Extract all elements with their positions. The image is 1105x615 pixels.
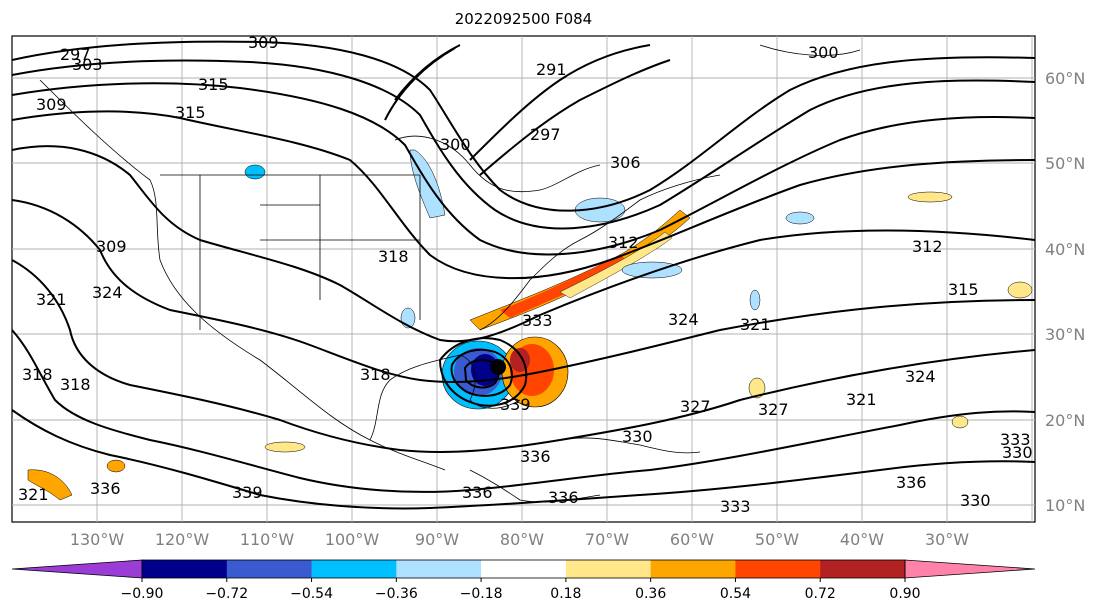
colorbar-tick-label: 0.72: [805, 586, 836, 602]
colorbar-tick-label: −0.90: [121, 586, 164, 602]
colorbar-bin: [735, 560, 821, 578]
contour-label: 330: [960, 491, 991, 510]
contour-label: 330: [1002, 443, 1033, 462]
contour-label: 291: [536, 60, 567, 79]
colorbar-bin: [481, 560, 567, 578]
contour-label: 333: [720, 497, 751, 516]
map-frame: [11, 35, 1036, 523]
contour-label: 339: [500, 395, 531, 414]
latitude-labels: 60°N 50°N 40°N 30°N 20°N 10°N: [1045, 69, 1085, 515]
lon-label: 100°W: [325, 530, 380, 549]
lat-label: 10°N: [1045, 496, 1085, 515]
longitude-labels: 130°W 120°W 110°W 100°W 90°W 80°W 70°W 6…: [70, 530, 969, 549]
contour-label: 300: [808, 43, 839, 62]
contour-label: 315: [198, 75, 229, 94]
lat-label: 40°N: [1045, 240, 1085, 259]
lon-label: 110°W: [240, 530, 295, 549]
lat-label: 30°N: [1045, 325, 1085, 344]
contour-label: 330: [622, 427, 653, 446]
contour-label: 312: [912, 237, 943, 256]
contour-label: 303: [72, 55, 103, 74]
lon-label: 80°W: [500, 530, 544, 549]
contour-label: 309: [96, 237, 127, 256]
contour-label: 318: [378, 247, 409, 266]
colorbar-tick-label: −0.72: [205, 586, 248, 602]
colorbar-tick-label: 0.54: [720, 586, 751, 602]
lon-label: 90°W: [415, 530, 459, 549]
contour-label: 300: [440, 135, 471, 154]
lon-label: 30°W: [925, 530, 969, 549]
contour-label: 336: [90, 479, 121, 498]
contour-labels: 297 303 309 300 315 315 300 291 297 306 …: [18, 33, 1033, 516]
contour-label: 297: [530, 125, 561, 144]
map-body: 297 303 309 300 315 315 300 291 297 306 …: [12, 33, 1035, 522]
lon-label: 120°W: [155, 530, 210, 549]
colorbar-extension-low: [11, 559, 143, 579]
colorbar: −0.90 −0.72 −0.54 −0.36 −0.18 0.18 0.36 0.54 0.7…: [11, 559, 1036, 602]
colorbar-bin: [565, 560, 652, 578]
contour-label: 324: [92, 283, 123, 302]
contour-label: 333: [522, 311, 553, 330]
lat-label: 20°N: [1045, 411, 1085, 430]
contour-label: 318: [60, 375, 91, 394]
colorbar-tick-label: 0.36: [635, 586, 666, 602]
lon-label: 70°W: [585, 530, 629, 549]
contours: [12, 40, 1035, 510]
contour-label: 321: [18, 485, 49, 504]
contour-label: 327: [758, 400, 789, 419]
contour-label: 321: [740, 315, 771, 334]
contour-label: 333: [1000, 430, 1031, 449]
contour-label: 297: [60, 45, 91, 64]
colorbar-bin: [650, 560, 736, 578]
contour-label: 318: [22, 365, 53, 384]
colorbar-tick-label: −0.36: [375, 586, 418, 602]
colorbar-extension-high: [904, 559, 1036, 579]
colorbar-bin: [226, 560, 313, 578]
colorbar-tick-label: −0.54: [290, 586, 333, 602]
contour-label: 315: [948, 280, 979, 299]
colorbar-border: [141, 559, 906, 579]
contour-label: 324: [905, 367, 936, 386]
contour-label: 312: [608, 233, 639, 252]
contour-label: 336: [896, 473, 927, 492]
colorbar-tick-label: 0.18: [550, 586, 581, 602]
lon-label: 60°W: [670, 530, 714, 549]
lat-label: 50°N: [1045, 154, 1085, 173]
colorbar-bin: [142, 560, 228, 578]
chart-title: 2022092500 F084: [454, 10, 593, 28]
contour-label: 318: [360, 365, 391, 384]
colorbar-bin: [396, 560, 482, 578]
contour-label: 336: [520, 447, 551, 466]
contour-label: 315: [175, 103, 206, 122]
colorbar-bin: [311, 560, 397, 578]
contour-label: 321: [846, 390, 877, 409]
contour-label: 324: [668, 310, 699, 329]
contour-label: 321: [36, 290, 67, 309]
colorbar-tick-label: 0.90: [889, 586, 920, 602]
hurricane-center-marker: [490, 359, 506, 375]
lon-label: 50°W: [755, 530, 799, 549]
contour-label: 336: [548, 488, 579, 507]
colorbar-bin: [820, 560, 906, 578]
contour-label: 339: [232, 483, 263, 502]
contour-label: 309: [248, 33, 279, 52]
contour-label: 306: [610, 153, 641, 172]
lat-label: 60°N: [1045, 69, 1085, 88]
lon-label: 130°W: [70, 530, 125, 549]
contour-label: 309: [36, 95, 67, 114]
contour-label: 327: [680, 397, 711, 416]
colorbar-tick-label: −0.18: [460, 586, 503, 602]
contour-label: 336: [462, 483, 493, 502]
lon-label: 40°W: [840, 530, 884, 549]
